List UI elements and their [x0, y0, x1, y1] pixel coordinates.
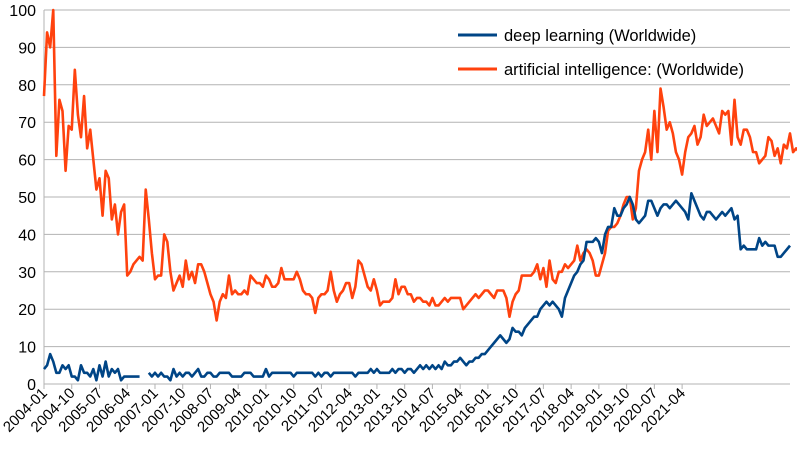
series-lines [42, 8, 797, 382]
y-tick-label: 0 [27, 377, 36, 394]
series-line-artificial-intelligence [42, 8, 797, 322]
y-tick-label: 70 [18, 115, 36, 132]
x-tick-labels: 2004-012004-102005-072006-042007-012007-… [0, 385, 689, 436]
legend-label-deep-learning: deep learning (Worldwide) [504, 27, 696, 45]
y-tick-label: 30 [18, 265, 36, 282]
y-tick-label: 40 [18, 227, 36, 244]
y-tick-label: 50 [18, 190, 36, 207]
y-tick-label: 80 [18, 78, 36, 95]
y-tick-label: 20 [18, 302, 36, 319]
legend-label-artificial-intelligence: artificial intelligence: (Worldwide) [504, 61, 744, 79]
series-line-deep-learning [42, 191, 792, 382]
gridlines [44, 9, 790, 385]
y-tick-label: 90 [18, 40, 36, 57]
y-tick-label: 10 [18, 340, 36, 357]
y-tick-label: 60 [18, 153, 36, 170]
y-tick-labels: 0 10 20 30 40 50 60 70 80 90 100 [9, 3, 36, 394]
y-tick-label: 100 [9, 3, 36, 20]
legend: deep learning (Worldwide) artificial int… [458, 27, 744, 79]
